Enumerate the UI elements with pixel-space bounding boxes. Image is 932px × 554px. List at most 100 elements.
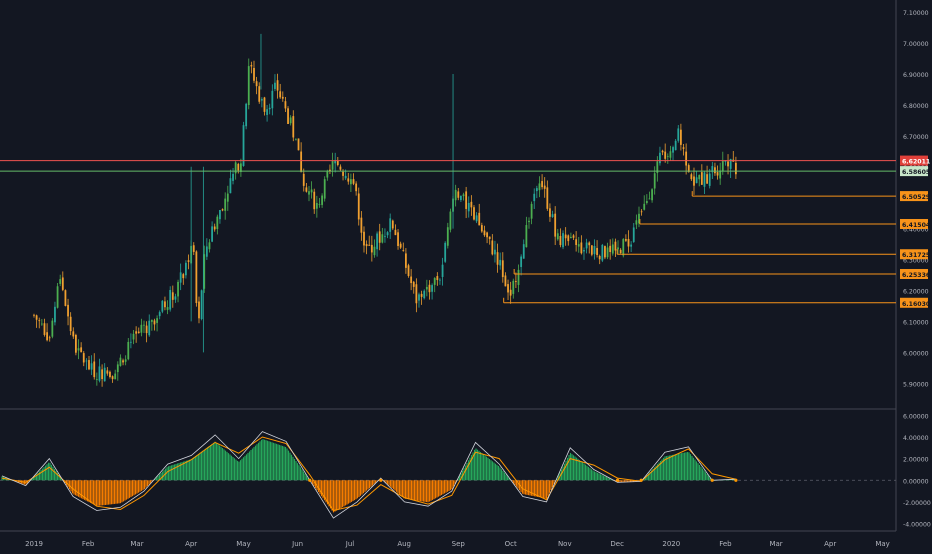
candle-down[interactable] <box>700 164 703 185</box>
candle-up[interactable] <box>318 197 321 208</box>
candle-up[interactable] <box>512 278 515 299</box>
candle-down[interactable] <box>465 186 468 219</box>
candle-down[interactable] <box>664 143 667 163</box>
candle-up[interactable] <box>54 301 56 326</box>
candle-down[interactable] <box>420 290 423 305</box>
candle-up[interactable] <box>266 105 268 122</box>
candle-down[interactable] <box>187 254 190 270</box>
candle-up[interactable] <box>577 236 580 253</box>
candle-down[interactable] <box>336 156 339 167</box>
candle-up[interactable] <box>245 102 248 130</box>
candle-down[interactable] <box>685 143 688 175</box>
candle-down[interactable] <box>368 235 371 246</box>
candle-down[interactable] <box>363 226 365 253</box>
candle-up[interactable] <box>203 245 206 293</box>
candle-up[interactable] <box>124 355 127 366</box>
candle-up[interactable] <box>247 58 250 110</box>
candle-up[interactable] <box>606 242 609 260</box>
candle-down[interactable] <box>297 138 300 151</box>
candle-down[interactable] <box>486 231 488 244</box>
candle-up[interactable] <box>611 238 614 256</box>
candle-up[interactable] <box>234 161 237 180</box>
candle-up[interactable] <box>271 84 274 116</box>
candle-down[interactable] <box>473 205 475 221</box>
candle-down[interactable] <box>43 318 46 337</box>
candle-up[interactable] <box>517 264 520 293</box>
candle-down[interactable] <box>122 358 124 366</box>
candle-up[interactable] <box>95 372 98 386</box>
candle-down[interactable] <box>598 254 601 265</box>
candle-up[interactable] <box>177 279 179 303</box>
candle-down[interactable] <box>46 323 48 342</box>
candle-up[interactable] <box>454 184 457 207</box>
candle-down[interactable] <box>457 187 460 201</box>
candle-up[interactable] <box>494 240 496 263</box>
candle-down[interactable] <box>693 167 695 195</box>
candle-down[interactable] <box>111 375 114 383</box>
candle-down[interactable] <box>543 177 546 198</box>
candle-down[interactable] <box>554 206 557 246</box>
candle-up[interactable] <box>386 231 389 239</box>
candle-down[interactable] <box>394 224 397 236</box>
candle-up[interactable] <box>530 201 533 225</box>
candle-down[interactable] <box>237 162 240 174</box>
candle-up[interactable] <box>242 121 245 167</box>
candle-up[interactable] <box>719 162 722 185</box>
candle-up[interactable] <box>268 103 271 115</box>
candle-up[interactable] <box>150 319 153 331</box>
candle-down[interactable] <box>263 96 266 116</box>
candle-up[interactable] <box>260 97 263 108</box>
candle-up[interactable] <box>635 214 638 230</box>
candle-down[interactable] <box>88 355 90 371</box>
candle-down[interactable] <box>80 342 83 353</box>
candle-up[interactable] <box>651 188 653 203</box>
candle-up[interactable] <box>645 194 648 205</box>
candle-down[interactable] <box>137 327 140 334</box>
candle-down[interactable] <box>164 296 166 311</box>
candle-up[interactable] <box>708 168 711 189</box>
candle-up[interactable] <box>669 145 672 161</box>
candle-down[interactable] <box>61 271 64 292</box>
time-axis[interactable]: 2019 Feb Mar Apr May Jun Jul Aug Sep Oct Nov Dec 202… <box>25 540 890 548</box>
candle-down[interactable] <box>501 252 504 283</box>
candle-down[interactable] <box>305 183 308 193</box>
candle-down[interactable] <box>507 279 509 301</box>
candle-down[interactable] <box>590 245 593 257</box>
candle-up[interactable] <box>295 138 297 141</box>
candle-down[interactable] <box>300 142 303 173</box>
candle-down[interactable] <box>213 223 216 232</box>
candle-up[interactable] <box>51 318 54 339</box>
candle-up[interactable] <box>158 310 161 320</box>
candle-up[interactable] <box>321 193 323 208</box>
candle-down[interactable] <box>250 61 253 74</box>
candle-down[interactable] <box>253 60 255 84</box>
candle-up[interactable] <box>132 329 135 345</box>
candle-down[interactable] <box>491 234 494 256</box>
candle-down[interactable] <box>609 239 612 260</box>
candle-up[interactable] <box>522 239 525 259</box>
candle-down[interactable] <box>549 203 551 222</box>
candle-up[interactable] <box>240 158 242 177</box>
candle-up[interactable] <box>315 195 318 218</box>
candle-up[interactable] <box>677 125 680 143</box>
candle-up[interactable] <box>630 241 633 252</box>
candle-down[interactable] <box>82 351 85 367</box>
candle-up[interactable] <box>85 358 88 370</box>
candle-up[interactable] <box>59 274 62 287</box>
candle-up[interactable] <box>569 232 572 239</box>
candle-down[interactable] <box>106 367 109 376</box>
candle-up[interactable] <box>166 300 169 315</box>
candle-down[interactable] <box>404 248 407 274</box>
candle-up[interactable] <box>431 283 433 300</box>
candle-down[interactable] <box>221 208 224 212</box>
candle-up[interactable] <box>423 289 426 300</box>
candle-up[interactable] <box>274 74 276 92</box>
candle-up[interactable] <box>169 286 172 312</box>
candle-down[interactable] <box>360 211 363 241</box>
candle-up[interactable] <box>672 145 674 161</box>
candle-up[interactable] <box>643 195 646 211</box>
candle-down[interactable] <box>352 173 355 186</box>
candle-down[interactable] <box>292 110 295 142</box>
candle-down[interactable] <box>109 370 111 379</box>
